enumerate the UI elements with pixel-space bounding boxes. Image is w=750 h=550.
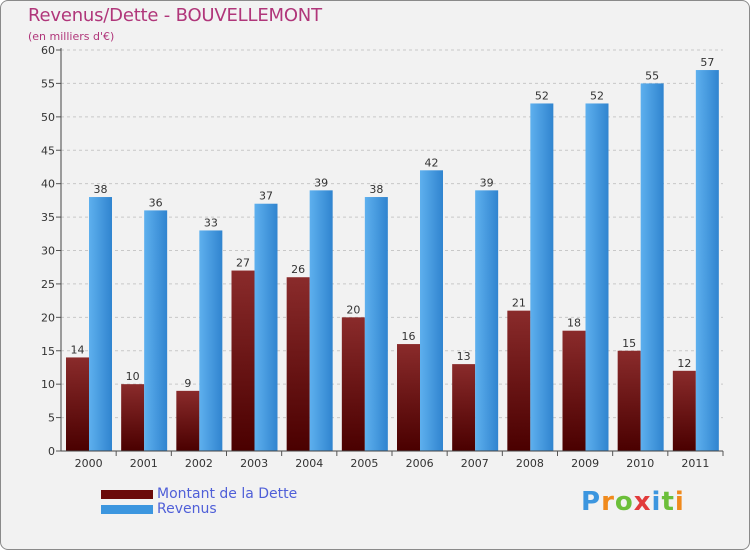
bar-dette — [341, 317, 365, 451]
bar-revenus — [420, 170, 443, 452]
proxiti-logo: Proxiti — [581, 487, 685, 517]
data-label: 21 — [512, 297, 526, 310]
legend-swatch-revenus — [101, 505, 153, 514]
y-tick-label: 5 — [48, 412, 55, 425]
bar-revenus — [640, 83, 664, 452]
bar-dette — [397, 344, 420, 451]
bar-dette — [562, 330, 586, 451]
y-tick-label: 60 — [41, 44, 55, 57]
y-tick-label: 10 — [41, 378, 55, 391]
bar-dette — [617, 350, 641, 451]
data-label: 12 — [677, 357, 691, 370]
data-label: 42 — [425, 156, 439, 169]
data-label: 57 — [700, 56, 714, 69]
x-tick-label: 2004 — [295, 457, 323, 470]
bar-revenus — [695, 70, 719, 452]
bar-revenus — [530, 103, 554, 451]
bar-dette — [121, 384, 145, 451]
bar-dette — [176, 390, 200, 451]
bar-revenus — [364, 197, 388, 451]
bar-dette — [66, 357, 89, 451]
data-label: 20 — [346, 303, 360, 316]
y-tick-label: 45 — [41, 144, 55, 157]
x-tick-label: 2002 — [185, 457, 213, 470]
data-label: 9 — [184, 377, 191, 390]
chart-subtitle: (en milliers d'€) — [28, 30, 115, 43]
bar-revenus — [254, 203, 278, 451]
bar-dette — [507, 310, 531, 451]
x-tick-label: 2010 — [626, 457, 654, 470]
bar-dette — [452, 364, 476, 451]
x-tick-label: 2008 — [516, 457, 544, 470]
data-label: 13 — [457, 350, 471, 363]
y-tick-label: 0 — [48, 445, 55, 458]
x-tick-label: 2001 — [130, 457, 158, 470]
y-tick-label: 20 — [41, 311, 55, 324]
data-label: 52 — [535, 89, 549, 102]
data-label: 18 — [567, 317, 581, 330]
data-label: 36 — [149, 196, 163, 209]
y-tick-label: 15 — [41, 345, 55, 358]
x-tick-label: 2009 — [571, 457, 599, 470]
x-tick-label: 2005 — [350, 457, 378, 470]
data-label: 38 — [94, 183, 108, 196]
bar-revenus — [199, 230, 223, 451]
y-tick-label: 40 — [41, 178, 55, 191]
x-tick-label: 2003 — [240, 457, 268, 470]
legend-label-dette: Montant de la Dette — [157, 486, 298, 502]
x-tick-label: 2006 — [406, 457, 434, 470]
data-label: 39 — [314, 176, 328, 189]
data-label: 37 — [259, 190, 273, 203]
chart-title: Revenus/Dette - BOUVELLEMONT — [28, 5, 322, 26]
bar-dette — [672, 370, 696, 451]
y-tick-label: 30 — [41, 245, 55, 258]
data-label: 55 — [645, 69, 659, 82]
data-label: 33 — [204, 216, 218, 229]
data-label: 14 — [71, 343, 85, 356]
data-label: 38 — [369, 183, 383, 196]
bar-revenus — [585, 103, 609, 451]
data-label: 39 — [480, 176, 494, 189]
x-tick-label: 2000 — [75, 457, 103, 470]
data-label: 15 — [622, 337, 636, 350]
data-label: 26 — [291, 263, 305, 276]
data-label: 16 — [402, 330, 416, 343]
legend-label-revenus: Revenus — [157, 501, 217, 517]
bar-revenus — [309, 190, 333, 451]
y-tick-label: 35 — [41, 211, 55, 224]
bar-dette — [286, 277, 310, 451]
bar-revenus — [144, 210, 168, 451]
data-label: 10 — [126, 370, 140, 383]
x-tick-label: 2007 — [461, 457, 489, 470]
data-label: 52 — [590, 89, 604, 102]
data-label: 27 — [236, 257, 250, 270]
y-tick-label: 25 — [41, 278, 55, 291]
bar-revenus — [89, 197, 112, 451]
bar-revenus — [475, 190, 499, 451]
legend-swatch-dette — [101, 490, 153, 499]
bar-dette — [231, 270, 255, 451]
x-tick-label: 2011 — [681, 457, 709, 470]
y-tick-label: 50 — [41, 111, 55, 124]
y-tick-label: 55 — [41, 77, 55, 90]
